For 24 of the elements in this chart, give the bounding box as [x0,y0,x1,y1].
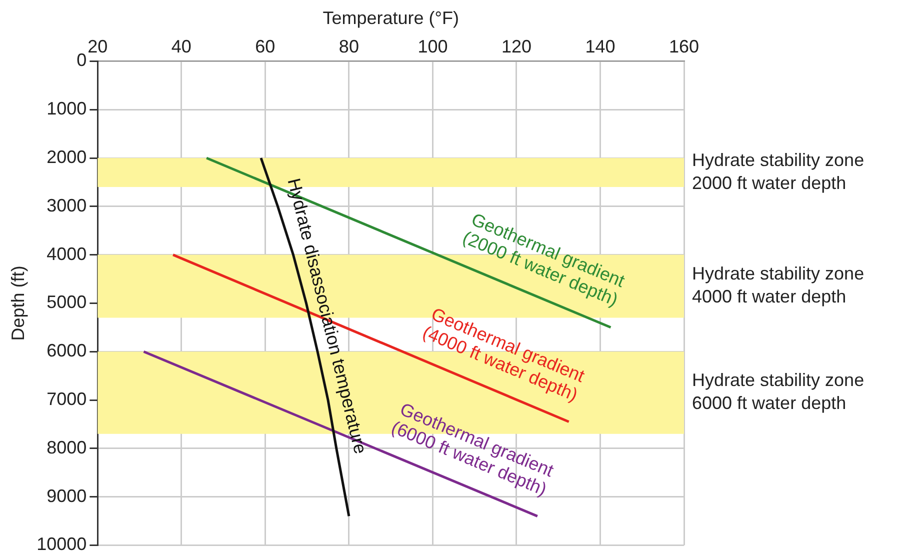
x-tick-label: 140 [585,36,616,56]
y-tick-label: 6000 [46,340,87,361]
y-axis-title: Depth (ft) [8,266,28,341]
band-label: Hydrate stability zone 2000 ft water depth [692,150,864,193]
y-tick-label: 0 [76,50,87,70]
x-tick-label: 120 [501,36,532,56]
x-tick-label: 100 [418,36,448,56]
x-tick-label: 60 [255,36,276,56]
y-tick-label: 2000 [46,146,87,167]
y-tick-label: 7000 [46,388,87,409]
y-tick-label: 1000 [46,98,87,119]
band-label: Hydrate stability zone 4000 ft water depth [692,264,864,307]
y-tick-label: 5000 [46,292,87,312]
x-tick-label: 20 [88,36,108,56]
y-tick-label: 10000 [36,534,87,554]
x-tick-label: 80 [338,36,359,56]
x-tick-label: 40 [171,36,192,56]
y-tick-label: 4000 [46,244,87,264]
band-label: Hydrate stability zone 6000 ft water depth [692,370,864,414]
y-tick-label: 3000 [46,195,87,216]
y-tick-label: 9000 [46,486,87,506]
x-tick-label: 160 [668,36,700,56]
x-axis-title: Temperature (°F) [322,8,459,28]
y-tick-label: 8000 [46,437,87,458]
